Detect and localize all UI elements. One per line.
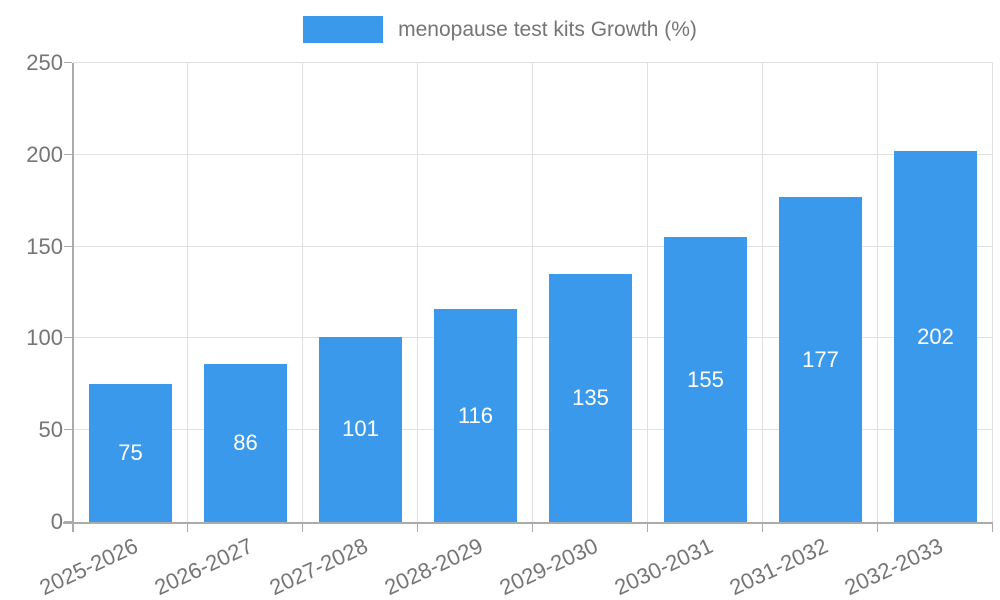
x-tick-mark bbox=[647, 523, 648, 532]
bar-value-label: 155 bbox=[687, 366, 724, 392]
y-tick-label: 0 bbox=[50, 509, 63, 534]
legend-swatch bbox=[303, 16, 384, 43]
y-tick-label: 100 bbox=[26, 325, 63, 351]
y-tick-label: 250 bbox=[26, 50, 63, 75]
gridline-y-150 bbox=[73, 245, 993, 247]
gridline-x bbox=[877, 63, 878, 522]
gridline-x bbox=[992, 63, 993, 522]
category-cell: 202 bbox=[878, 63, 993, 522]
category-cell: 155 bbox=[648, 63, 763, 522]
bar-2025-2026: 75 bbox=[89, 384, 172, 522]
x-axis-line bbox=[63, 522, 993, 524]
gridline-x bbox=[532, 63, 533, 522]
x-tick-mark bbox=[877, 523, 878, 532]
gridline-y-100 bbox=[73, 337, 993, 339]
bar-2030-2031: 155 bbox=[664, 237, 747, 522]
category-cell: 101 bbox=[303, 63, 418, 522]
bar-value-label: 135 bbox=[572, 385, 609, 411]
y-tick-mark bbox=[64, 337, 72, 339]
legend-label: menopause test kits Growth (%) bbox=[398, 18, 697, 41]
bar-2031-2032: 177 bbox=[779, 197, 862, 522]
gridline-y-200 bbox=[73, 153, 993, 155]
x-tick-label-2030-2031: 2030-2031 bbox=[610, 533, 717, 600]
bar-2026-2027: 86 bbox=[204, 364, 287, 522]
y-tick-label: 150 bbox=[26, 233, 63, 259]
y-tick-mark bbox=[64, 153, 72, 155]
x-tick-label-2028-2029: 2028-2029 bbox=[380, 533, 487, 600]
x-tick-label-2029-2030: 2029-2030 bbox=[495, 533, 602, 600]
x-tick-label-2025-2026: 2025-2026 bbox=[35, 533, 142, 600]
legend[interactable]: menopause test kits Growth (%) bbox=[0, 16, 1000, 43]
gridline-x bbox=[762, 63, 763, 522]
x-tick-label-2026-2027: 2026-2027 bbox=[150, 533, 257, 600]
gridline-x bbox=[302, 63, 303, 522]
x-tick-mark bbox=[302, 523, 303, 532]
y-tick-mark bbox=[64, 62, 72, 63]
gridline-x bbox=[187, 63, 188, 522]
category-cell: 135 bbox=[533, 63, 648, 522]
bar-value-label: 101 bbox=[342, 416, 379, 442]
gridline-x bbox=[417, 63, 418, 522]
bar-value-label: 116 bbox=[457, 402, 494, 428]
y-axis-line bbox=[72, 63, 74, 532]
gridline-y-250 bbox=[73, 62, 993, 63]
x-tick-mark bbox=[187, 523, 188, 532]
category-cell: 116 bbox=[418, 63, 533, 522]
bar-value-label: 202 bbox=[917, 323, 954, 349]
x-tick-mark bbox=[992, 523, 993, 532]
category-cell: 75 bbox=[73, 63, 188, 522]
bar-2028-2029: 116 bbox=[434, 309, 517, 522]
y-tick-mark bbox=[64, 429, 72, 431]
bar-2032-2033: 202 bbox=[894, 151, 977, 522]
x-tick-mark bbox=[417, 523, 418, 532]
x-tick-label-2032-2033: 2032-2033 bbox=[840, 533, 947, 600]
gridline-y-50 bbox=[73, 429, 993, 431]
y-tick-mark bbox=[64, 245, 72, 247]
y-tick-label: 50 bbox=[38, 417, 63, 443]
x-tick-mark bbox=[532, 523, 533, 532]
x-tick-mark bbox=[762, 523, 763, 532]
bar-value-label: 75 bbox=[118, 440, 143, 466]
gridline-x bbox=[647, 63, 648, 522]
y-tick-label: 200 bbox=[26, 141, 63, 167]
plot-area: 75 86 101 116 135 155 177 202 bbox=[63, 62, 993, 532]
category-cell: 86 bbox=[188, 63, 303, 522]
bar-value-label: 177 bbox=[802, 346, 839, 372]
bar-2027-2028: 101 bbox=[319, 336, 402, 522]
x-tick-label-2027-2028: 2027-2028 bbox=[265, 533, 372, 600]
y-tick-mark bbox=[64, 521, 72, 522]
bar-2029-2030: 135 bbox=[549, 274, 632, 522]
category-cell: 177 bbox=[763, 63, 878, 522]
x-tick-label-2031-2032: 2031-2032 bbox=[725, 533, 832, 600]
bar-value-label: 86 bbox=[233, 430, 258, 456]
